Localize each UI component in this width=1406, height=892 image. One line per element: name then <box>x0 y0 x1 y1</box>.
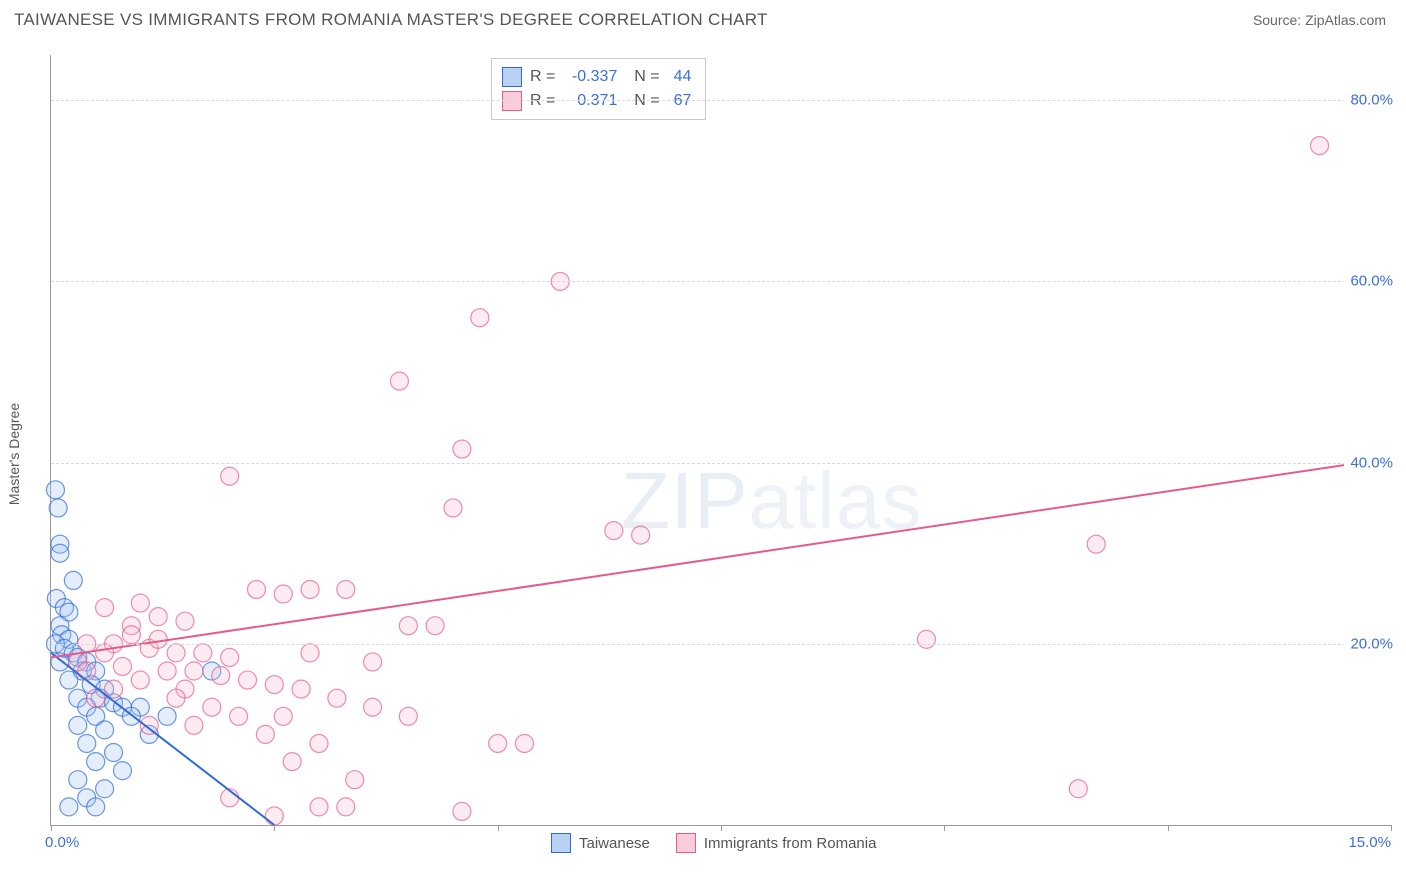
stat-n-value-0: 44 <box>674 65 692 89</box>
x-tick <box>944 825 945 831</box>
x-origin-label: 0.0% <box>45 834 79 851</box>
legend-label-1: Immigrants from Romania <box>704 835 877 852</box>
x-tick <box>51 825 52 831</box>
y-tick-label: 20.0% <box>1344 635 1393 652</box>
scatter-plot-svg <box>51 55 1391 825</box>
chart-plot-area: ZIPatlas R = -0.337 N = 44 R = 0.371 N =… <box>50 55 1391 826</box>
gridline <box>51 644 1391 645</box>
stat-n-label: N = <box>625 65 659 89</box>
x-tick <box>274 825 275 831</box>
gridline <box>51 100 1391 101</box>
y-tick-label: 60.0% <box>1344 273 1393 290</box>
chart-title: TAIWANESE VS IMMIGRANTS FROM ROMANIA MAS… <box>14 10 768 30</box>
swatch-series-0 <box>502 67 522 87</box>
legend-swatch-1 <box>676 833 696 853</box>
y-axis-label: Master's Degree <box>6 403 22 505</box>
gridline <box>51 463 1391 464</box>
legend-item-1: Immigrants from Romania <box>676 833 877 853</box>
stat-r-label: R = <box>530 65 555 89</box>
series-legend: Taiwanese Immigrants from Romania <box>551 833 876 853</box>
y-tick-label: 40.0% <box>1344 454 1393 471</box>
x-tick <box>721 825 722 831</box>
legend-item-0: Taiwanese <box>551 833 650 853</box>
legend-label-0: Taiwanese <box>579 835 650 852</box>
y-tick-label: 80.0% <box>1344 92 1393 109</box>
stat-r-value-0: -0.337 <box>563 65 617 89</box>
chart-header: TAIWANESE VS IMMIGRANTS FROM ROMANIA MAS… <box>0 0 1406 36</box>
x-tick <box>498 825 499 831</box>
gridline <box>51 281 1391 282</box>
stats-legend: R = -0.337 N = 44 R = 0.371 N = 67 <box>491 58 706 120</box>
x-tick <box>1168 825 1169 831</box>
x-end-label: 15.0% <box>1348 834 1391 851</box>
chart-source: Source: ZipAtlas.com <box>1253 12 1386 28</box>
stats-row-0: R = -0.337 N = 44 <box>502 65 691 89</box>
legend-swatch-0 <box>551 833 571 853</box>
x-tick <box>1391 825 1392 831</box>
